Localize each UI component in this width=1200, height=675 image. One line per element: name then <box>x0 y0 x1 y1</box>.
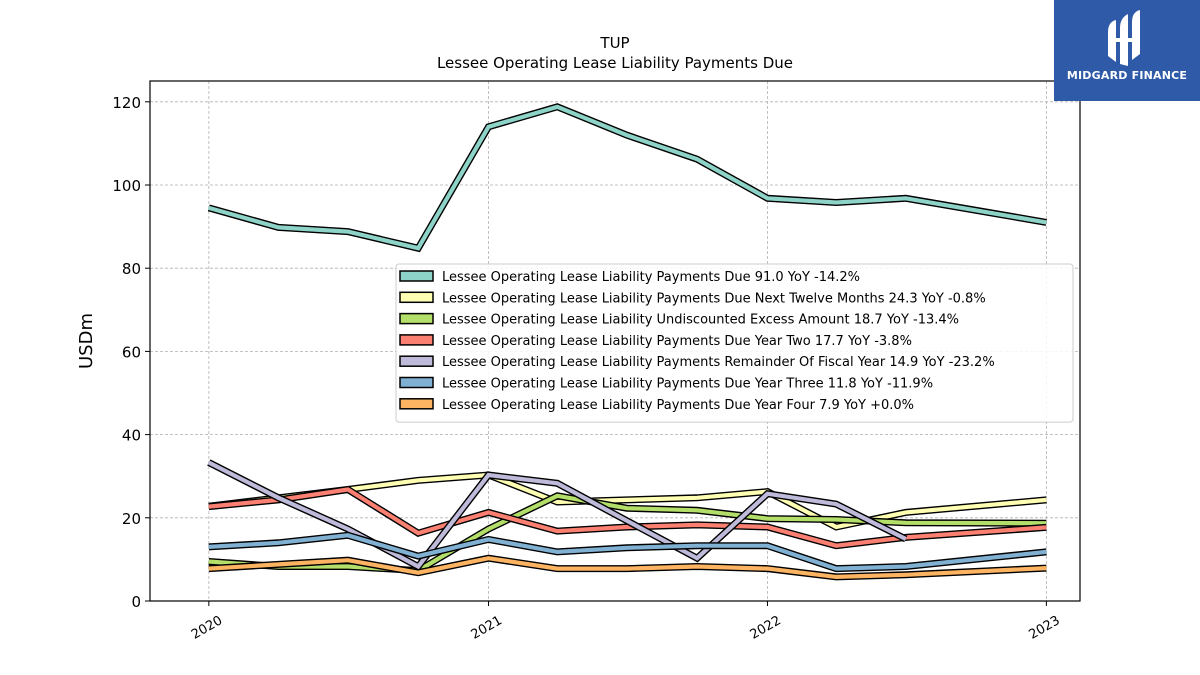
legend-swatch <box>399 398 434 410</box>
legend-swatch <box>399 291 434 304</box>
legend-label: Lessee Operating Lease Liability Payment… <box>442 377 933 392</box>
legend-item: Lessee Operating Lease Liability Undisco… <box>399 312 959 328</box>
legend-swatch <box>399 355 434 367</box>
series-7 <box>208 554 1047 581</box>
legend-swatch <box>399 376 434 389</box>
y-tick-label: 20 <box>122 510 141 528</box>
series-outline <box>207 103 1047 253</box>
legend-item: Lessee Operating Lease Liability Payment… <box>399 355 995 370</box>
legend-label: Lessee Operating Lease Liability Payment… <box>442 270 860 285</box>
x-axis-ticks: 2020 2021 2022 2023 <box>189 601 1063 643</box>
series-5 <box>207 459 908 571</box>
series-line <box>207 460 907 570</box>
logo-text: MIDGARD FINANCE <box>1066 69 1188 82</box>
y-tick-label: 40 <box>122 427 141 445</box>
legend-box <box>395 263 1074 423</box>
legend: Lessee Operating Lease Liability Payment… <box>395 263 1074 423</box>
legend-item: Lessee Operating Lease Liability Payment… <box>399 334 912 349</box>
legend-label: Lessee Operating Lease Liability Undisco… <box>442 313 959 328</box>
logo-mark-icon <box>1108 10 1140 66</box>
chart-title-line1: TUP <box>599 34 629 52</box>
y-tick-label: 80 <box>122 260 141 278</box>
series-line <box>208 556 1047 580</box>
x-tick-label: 2021 <box>469 613 505 643</box>
y-tick-label: 100 <box>112 177 141 195</box>
y-tick-label: 120 <box>112 94 141 112</box>
series-4 <box>208 485 1047 550</box>
x-tick-label: 2023 <box>1027 613 1063 643</box>
x-tick-label: 2022 <box>748 613 784 643</box>
series-line <box>208 104 1047 251</box>
x-tick-label: 2020 <box>189 613 225 643</box>
legend-label: Lessee Operating Lease Liability Payment… <box>442 291 986 306</box>
plot-frame <box>149 80 1081 602</box>
y-tick-label: 60 <box>122 343 141 361</box>
legend-swatch <box>399 270 434 282</box>
series-line <box>208 487 1047 548</box>
y-axis-label: USDm <box>76 313 97 369</box>
legend-swatch <box>399 334 434 346</box>
legend-item: Lessee Operating Lease Liability Payment… <box>399 376 933 392</box>
legend-label: Lessee Operating Lease Liability Payment… <box>442 398 914 413</box>
series-line <box>208 533 1047 571</box>
midgard-finance-logo: MIDGARD FINANCE <box>1054 0 1200 101</box>
legend-label: Lessee Operating Lease Liability Payment… <box>442 334 912 349</box>
series-6 <box>208 531 1047 573</box>
chart-title-line2: Lessee Operating Lease Liability Payment… <box>437 54 793 72</box>
y-axis-ticks: 0 20 40 60 80 100 120 <box>112 94 150 611</box>
legend-item: Lessee Operating Lease Liability Payment… <box>399 270 860 285</box>
legend-item: Lessee Operating Lease Liability Payment… <box>399 291 986 306</box>
legend-swatch <box>399 312 434 325</box>
series-layer <box>207 103 1047 581</box>
legend-label: Lessee Operating Lease Liability Payment… <box>442 355 995 370</box>
y-tick-label: 0 <box>131 593 141 611</box>
legend-item: Lessee Operating Lease Liability Payment… <box>399 398 914 413</box>
series-1 <box>207 103 1047 253</box>
